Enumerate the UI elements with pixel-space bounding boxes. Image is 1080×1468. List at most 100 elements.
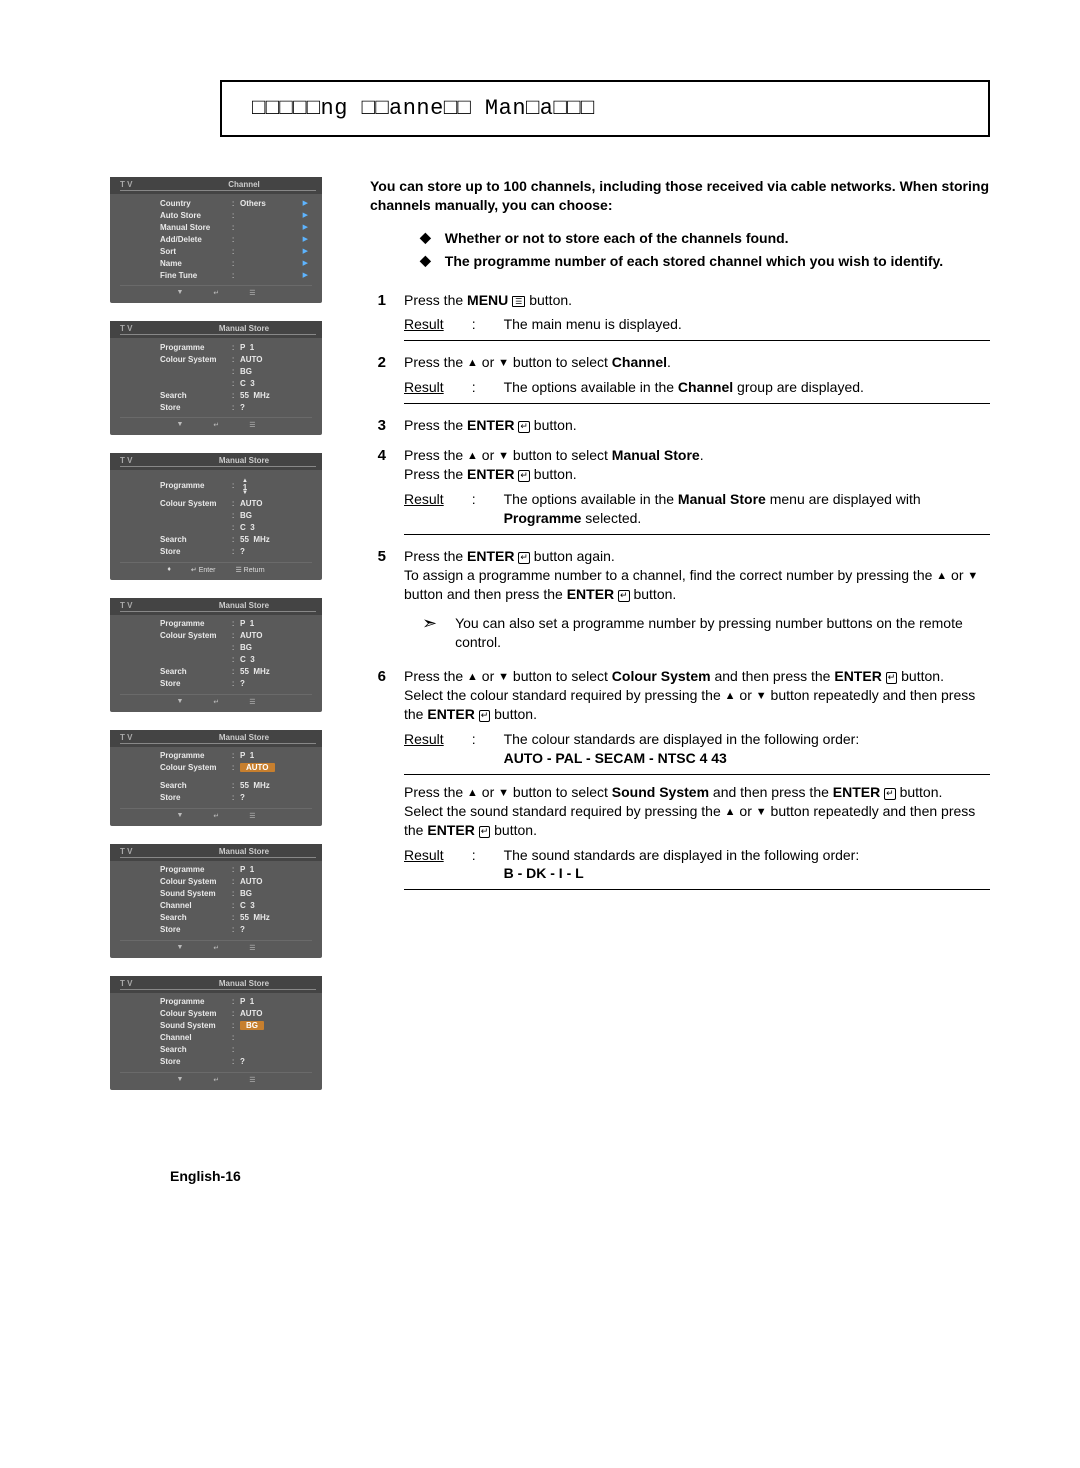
tv-menu-row: Colour System:AUTO — [160, 498, 308, 510]
step-1-text: Press the MENU ☰ button. — [404, 291, 990, 310]
step-6-line2: Select the colour standard required by p… — [404, 686, 990, 724]
tv-menu-row: Colour System:AUTO — [160, 876, 308, 888]
result-label: Result — [404, 490, 444, 528]
tv-menu-row: Store:? — [160, 792, 308, 804]
left-column: T VChannel Country:Others▶ Auto Store:▶ … — [110, 177, 330, 1108]
step-2-result: The options available in the Channel gro… — [504, 378, 864, 397]
result-label: Result — [404, 315, 444, 334]
tv-menu-row: Search:55 MHz — [160, 534, 308, 546]
step-4: 4 Press the ▲ or ▼ button to select Manu… — [370, 446, 990, 537]
tv-menu-row: Auto Store:▶ — [160, 209, 308, 221]
tv-menu-row: Programme:P 1 — [160, 750, 308, 762]
intro-text: You can store up to 100 channels, includ… — [370, 177, 990, 215]
step-4-line1: Press the ▲ or ▼ button to select Manual… — [404, 446, 990, 465]
step-number: 1 — [370, 291, 386, 344]
tv-menu-row: Programme:P 1 — [160, 618, 308, 630]
bullet-list: ◆ Whether or not to store each of the cha… — [420, 229, 990, 271]
result-label: Result — [404, 730, 444, 768]
tv-menu-mockup: T VManual Store Programme:▲1▼ Colour Sys… — [110, 453, 322, 580]
tv-menu-mockup: T VManual Store Programme:P 1 Colour Sys… — [110, 730, 322, 826]
tv-menu-header: T VChannel — [110, 177, 322, 194]
step-4-line2: Press the ENTER ↵ button. — [404, 465, 990, 484]
tv-menu-row: Colour System:AUTO — [160, 630, 308, 642]
tv-menu-mockup: T VManual Store Programme:P 1 Colour Sys… — [110, 976, 322, 1090]
note-arrow-icon: ➣ — [422, 614, 437, 632]
tv-footer: ▼↵☰ — [120, 940, 312, 954]
tv-menu-row: Colour System:AUTO — [160, 1008, 308, 1020]
tv-menu-header: T VManual Store — [110, 844, 322, 861]
step-2: 2 Press the ▲ or ▼ button to select Chan… — [370, 353, 990, 406]
step-5-line1: Press the ENTER ↵ button again. — [404, 547, 990, 566]
tv-menu-row: Store:? — [160, 401, 308, 413]
tv-menu-row: Name:▶ — [160, 257, 308, 269]
step-6-result2-text: The sound standards are displayed in the… — [504, 847, 860, 863]
tv-footer: ▼↵☰ — [120, 694, 312, 708]
tv-menu-mockup: T VManual Store Programme:P 1 Colour Sys… — [110, 598, 322, 712]
tv-menu-row: Sound System:BG — [160, 888, 308, 900]
tv-menu-row: Channel:C 3 — [160, 900, 308, 912]
enter-icon: ↵ — [518, 552, 530, 564]
colour-order: AUTO - PAL - SECAM - NTSC 4 43 — [504, 750, 727, 766]
tv-menu-row: :C 3 — [160, 377, 308, 389]
step-number: 5 — [370, 547, 386, 657]
tv-menu-row: Programme:P 1 — [160, 341, 308, 353]
tv-menu-header: T VManual Store — [110, 321, 322, 338]
enter-icon: ↵ — [518, 421, 530, 433]
tv-menu-row: Search:55 MHz — [160, 780, 308, 792]
content-columns: T VChannel Country:Others▶ Auto Store:▶ … — [110, 177, 990, 1108]
tv-menu-row: :C 3 — [160, 654, 308, 666]
step-1: 1 Press the MENU ☰ button. Result: The m… — [370, 291, 990, 344]
tv-menu-row: Colour System:AUTO — [160, 762, 308, 774]
enter-icon: ↵ — [886, 672, 898, 684]
step-5: 5 Press the ENTER ↵ button again. To ass… — [370, 547, 990, 657]
step-number: 2 — [370, 353, 386, 406]
tv-menu-row: Store:? — [160, 678, 308, 690]
step-6: 6 Press the ▲ or ▼ button to select Colo… — [370, 667, 990, 892]
tv-menu-row: :BG — [160, 365, 308, 377]
enter-icon: ↵ — [518, 470, 530, 482]
tv-menu-header: T VManual Store — [110, 730, 322, 747]
result-label: Result — [404, 846, 444, 884]
tv-menu-row: Store:? — [160, 1056, 308, 1068]
tv-menu-row: Programme:▲1▼ — [160, 473, 308, 498]
sound-order: B - DK - I - L — [504, 865, 584, 881]
tv-menu-row: Programme:P 1 — [160, 864, 308, 876]
result-label: Result — [404, 378, 444, 397]
step-4-result: The options available in the Manual Stor… — [504, 490, 990, 528]
tv-menu-row: Fine Tune:▶ — [160, 269, 308, 281]
enter-icon: ↵ — [618, 590, 630, 602]
tv-menu-row: Store:? — [160, 546, 308, 558]
enter-icon: ↵ — [479, 826, 491, 838]
step-6-result-text: The colour standards are displayed in th… — [504, 731, 860, 747]
step-6-sound2: Select the sound standard required by pr… — [404, 802, 990, 840]
tv-footer: ▼↵☰ — [120, 1072, 312, 1086]
tv-menu-row: :BG — [160, 642, 308, 654]
tv-menu-header: T VManual Store — [110, 453, 322, 470]
right-column: You can store up to 100 channels, includ… — [370, 177, 990, 1108]
step-1-result: The main menu is displayed. — [504, 315, 682, 334]
tv-menu-row: Country:Others▶ — [160, 197, 308, 209]
tv-footer: ♦↵ Enter☰ Return — [120, 562, 312, 576]
enter-icon: ↵ — [884, 788, 896, 800]
step-2-text: Press the ▲ or ▼ button to select Channe… — [404, 353, 990, 372]
step-6-result2: The sound standards are displayed in the… — [504, 846, 860, 884]
step-3: 3 Press the ENTER ↵ button. — [370, 416, 990, 436]
step-6-sound1: Press the ▲ or ▼ button to select Sound … — [404, 783, 990, 802]
tv-menu-row: Colour System:AUTO — [160, 353, 308, 365]
diamond-icon: ◆ — [420, 229, 431, 248]
tv-menu-row: Search:55 MHz — [160, 666, 308, 678]
tv-menu-row: Sort:▶ — [160, 245, 308, 257]
tv-menu-row: Add/Delete:▶ — [160, 233, 308, 245]
tv-footer: ▼↵☰ — [120, 417, 312, 431]
tv-menu-row: Search: — [160, 1044, 308, 1056]
enter-icon: ↵ — [479, 710, 491, 722]
tv-menu-mockup: T VManual Store Programme:P 1 Colour Sys… — [110, 321, 322, 435]
menu-icon: ☰ — [512, 296, 525, 308]
step-number: 3 — [370, 416, 386, 436]
tv-menu-row: Search:55 MHz — [160, 389, 308, 401]
step-5-line2: To assign a programme number to a channe… — [404, 566, 990, 604]
tv-menu-row: Manual Store:▶ — [160, 221, 308, 233]
tv-menu-row: :BG — [160, 510, 308, 522]
step-3-text: Press the ENTER ↵ button. — [404, 416, 990, 435]
bullet-1: Whether or not to store each of the chan… — [445, 229, 789, 248]
